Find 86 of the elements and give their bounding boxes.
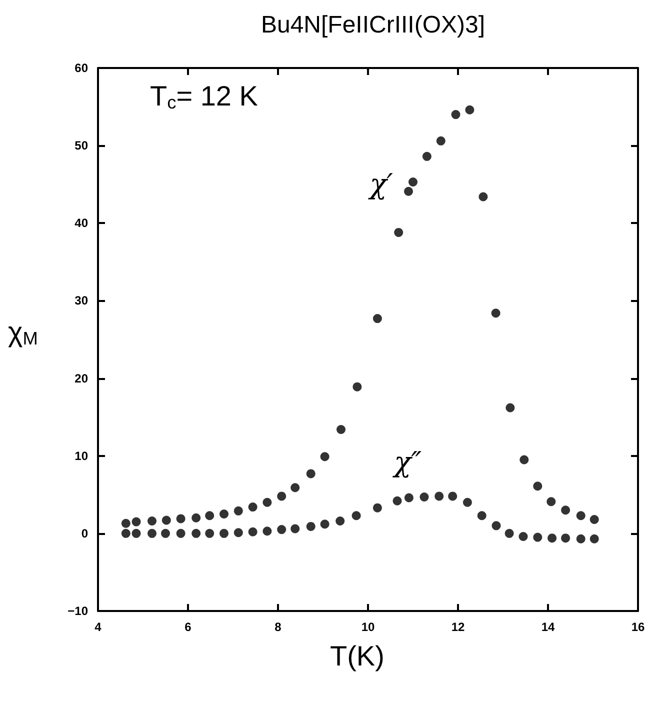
point: [504, 528, 514, 538]
point: [306, 522, 316, 531]
point: [478, 192, 488, 202]
point: [336, 516, 345, 526]
point: [132, 517, 141, 526]
point: [546, 497, 556, 506]
point: [434, 492, 444, 501]
point: [561, 506, 570, 515]
point: [561, 534, 570, 543]
point: [518, 532, 528, 542]
point: [277, 525, 286, 534]
point: [590, 534, 599, 544]
point: [404, 493, 414, 502]
point: [290, 524, 300, 534]
point: [290, 483, 300, 492]
point: [320, 452, 330, 462]
point: [132, 528, 141, 538]
point: [176, 514, 186, 524]
point: [248, 502, 258, 512]
point: [277, 492, 286, 501]
point: [462, 498, 472, 507]
point: [404, 186, 413, 196]
point: [548, 534, 557, 543]
point: [234, 528, 243, 538]
point: [306, 469, 316, 478]
series-label: χ′: [368, 167, 394, 200]
x-tick-label: 10: [361, 620, 375, 634]
y-tick-label: 40: [74, 216, 88, 230]
point: [576, 511, 586, 520]
point: [176, 528, 186, 538]
point: [205, 528, 214, 538]
point: [420, 492, 429, 502]
point: [576, 534, 586, 544]
point: [121, 528, 130, 538]
point: [262, 526, 272, 536]
point: [491, 308, 500, 318]
y-tick-label: 60: [74, 61, 88, 75]
point: [248, 527, 258, 536]
point: [408, 178, 418, 187]
point: [320, 520, 330, 529]
point: [205, 511, 214, 520]
point: [148, 516, 156, 526]
point: [336, 424, 346, 434]
point: [506, 403, 515, 412]
y-tick-label: 0: [81, 526, 88, 540]
point: [372, 314, 382, 324]
point: [451, 110, 460, 120]
point: [148, 528, 156, 538]
x-tick-label: 8: [274, 620, 282, 634]
y-tick-label: 20: [74, 371, 88, 386]
x-axis-title: T(K): [330, 640, 384, 672]
point: [352, 382, 362, 392]
point: [192, 513, 201, 522]
x-tick-label: 16: [631, 620, 645, 634]
point: [590, 514, 599, 524]
point: [448, 492, 458, 501]
point: [422, 152, 432, 161]
point: [392, 496, 402, 506]
point: [436, 136, 446, 146]
x-tick-label: 6: [184, 620, 192, 634]
point: [162, 516, 171, 525]
point: [352, 511, 361, 520]
point: [192, 528, 201, 538]
x-tick-label: 4: [94, 620, 102, 634]
x-tick-label: 14: [541, 620, 555, 634]
y-tick-label: 10: [74, 448, 88, 463]
point: [533, 532, 542, 542]
y-tick-label: −10: [68, 604, 88, 618]
x-tick-label: 12: [451, 620, 465, 634]
y-tick-label: 30: [74, 294, 88, 308]
point: [220, 510, 228, 519]
series-label: χ″: [392, 446, 422, 479]
point: [121, 518, 130, 528]
y-tick-label: 50: [74, 138, 88, 153]
point: [394, 228, 404, 237]
point: [234, 506, 243, 516]
point: [492, 521, 501, 530]
point: [372, 503, 382, 512]
point: [533, 482, 542, 491]
point: [465, 105, 474, 114]
chart-title: Bu4N[FeIICrIII(OX)3]: [260, 12, 486, 38]
point: [262, 498, 272, 507]
point: [520, 455, 529, 464]
point: [477, 511, 486, 520]
point: [161, 528, 170, 538]
point: [220, 528, 228, 538]
